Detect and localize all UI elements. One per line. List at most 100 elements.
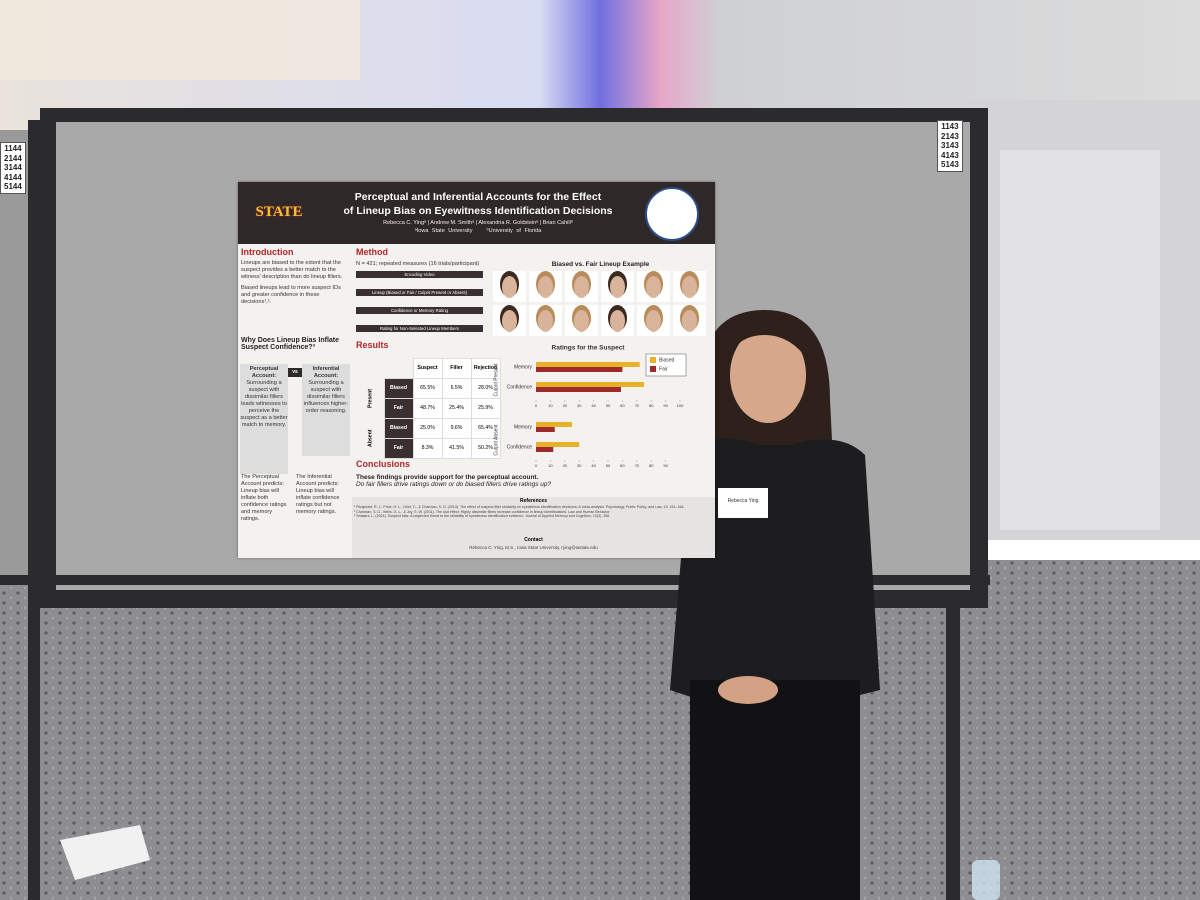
legend-label: Biased xyxy=(659,357,675,363)
board-rail xyxy=(0,575,990,585)
paper-on-floor xyxy=(60,825,150,880)
conclusion-line: These findings provide support for the p… xyxy=(356,474,539,481)
section-heading: Conclusions xyxy=(356,459,411,469)
face xyxy=(610,276,625,298)
column-header: Suspect xyxy=(412,358,443,379)
x-tick-label: 70 xyxy=(635,403,640,408)
board-number: 5144 xyxy=(4,182,22,191)
row-label: Biased xyxy=(383,377,414,399)
person xyxy=(670,310,880,900)
x-tick-label: 50 xyxy=(606,463,611,468)
table-row: Absent Biased 25.0% 9.6% 65.4% xyxy=(356,417,501,447)
face-photo xyxy=(637,271,670,302)
badge-name: Rebecca Ying xyxy=(727,498,759,504)
group-label: Culprit Absent xyxy=(493,424,499,456)
method-step: Rating for Non-Selected Lineup Members xyxy=(356,325,483,332)
x-tick-label: 60 xyxy=(620,403,625,408)
vs: vs xyxy=(288,368,302,377)
row-label: Biased xyxy=(383,417,414,439)
board-leg xyxy=(946,600,960,900)
x-tick-label: 100 xyxy=(677,403,684,408)
footer xyxy=(352,497,715,558)
contact: Rebecca C. Ying, M.S., Iowa State Univer… xyxy=(469,545,598,550)
chart: Ratings for the Suspect Culprit Present 0 1… xyxy=(493,345,687,468)
authors: Rebecca C. Yingᵃ | Andrew M. Smithᵃ | Al… xyxy=(383,220,573,226)
x-tick-label: 30 xyxy=(577,403,582,408)
affiliations: ᵃIowa State University ᵇUniversity of Fl… xyxy=(318,228,638,234)
face xyxy=(682,276,697,298)
table-cell: 50.2% xyxy=(470,437,501,459)
results-table: Suspect Filler Rejection Present Biased 65.5%… xyxy=(356,358,501,459)
reference: ¹ Fitzgerald, R. J., Price, H. L., Oriet… xyxy=(354,505,685,509)
table-cell: 28.0% xyxy=(470,377,501,399)
board-number: 1144 xyxy=(4,144,22,153)
face xyxy=(538,276,553,298)
legend-label: Fair xyxy=(659,366,668,372)
carpet xyxy=(0,560,1200,900)
lineup-faces xyxy=(493,271,708,337)
face-photo xyxy=(529,271,562,302)
lineup-title: Biased vs. Fair Lineup Example xyxy=(551,261,650,268)
face-photo xyxy=(637,305,670,336)
bottle xyxy=(972,860,1000,900)
category-label: Memory xyxy=(514,364,533,370)
x-tick-label: 30 xyxy=(577,463,582,468)
face-photo xyxy=(493,271,526,302)
affiliation: ᵇUniversity of Florida xyxy=(486,228,542,234)
board-number: 5143 xyxy=(941,160,959,169)
board-number: 3144 xyxy=(4,163,22,172)
x-tick-label: 80 xyxy=(649,463,654,468)
face xyxy=(502,310,517,332)
x-tick-label: 80 xyxy=(649,403,654,408)
face-photo xyxy=(565,271,598,302)
prediction: The Perceptual Account predicts: Lineup … xyxy=(241,474,287,522)
inferential-box: Inferential Account: Surrounding a suspec… xyxy=(302,364,350,456)
corner xyxy=(384,359,413,379)
table-cell: 48.7% xyxy=(412,397,443,419)
board-number: 2144 xyxy=(4,153,22,163)
face xyxy=(682,310,697,332)
bar xyxy=(536,382,644,387)
group-label: Absent xyxy=(367,429,374,447)
conclusion: These findings provide support for the p… xyxy=(356,474,551,488)
method-step: Encoding Video xyxy=(356,271,483,278)
x-tick-label: 90 xyxy=(663,403,668,408)
question: Why Does Lineup Bias Inflate Suspect Con… xyxy=(241,337,340,351)
face xyxy=(502,276,517,298)
paragraph: Lineups are biased to the extent that th… xyxy=(241,260,343,280)
poster-title: Perceptual and Inferential Accounts for … xyxy=(318,190,638,218)
method-step: Confidence or Memory Rating xyxy=(356,307,483,314)
face-photo xyxy=(601,271,634,302)
x-tick-label: 20 xyxy=(563,403,568,408)
table-cell: 8.3% xyxy=(412,437,443,459)
table-cell: 25.4% xyxy=(441,397,472,419)
table-cell: 65.4% xyxy=(470,417,501,439)
face-photo xyxy=(529,305,562,336)
corner xyxy=(356,359,384,379)
x-tick-label: 0 xyxy=(535,463,538,468)
results-table-wrap: Suspect Filler Rejection Present Biased 65.5%… xyxy=(356,358,501,459)
wall-panel xyxy=(1000,150,1160,530)
x-tick-label: 70 xyxy=(635,463,640,468)
bar xyxy=(536,447,554,452)
x-tick-label: 20 xyxy=(563,463,568,468)
board-number: 4143 xyxy=(941,150,959,160)
table-cell: 25.0% xyxy=(412,417,443,439)
table-row: Fair 8.3% 41.5% 50.2% xyxy=(356,437,501,459)
affiliation: ᵃIowa State University xyxy=(414,228,473,234)
category-label: Confidence xyxy=(507,444,533,450)
section-heading: Introduction xyxy=(241,247,294,257)
x-tick-label: 10 xyxy=(548,403,553,408)
bar xyxy=(536,427,555,432)
category-label: Memory xyxy=(514,424,533,430)
chart-title: Ratings for the Suspect xyxy=(552,345,626,352)
face-photo xyxy=(493,305,526,336)
logo: STATE xyxy=(255,204,303,220)
board-number: 1143 xyxy=(941,122,959,131)
seal xyxy=(645,187,699,241)
account-name: Perceptual Account: xyxy=(249,366,279,379)
account-text: Surrounding a suspect with dissimilar fi… xyxy=(303,379,349,414)
table-cell: 65.5% xyxy=(412,377,443,399)
intro-text: Lineups are biased to the extent that th… xyxy=(241,260,349,306)
